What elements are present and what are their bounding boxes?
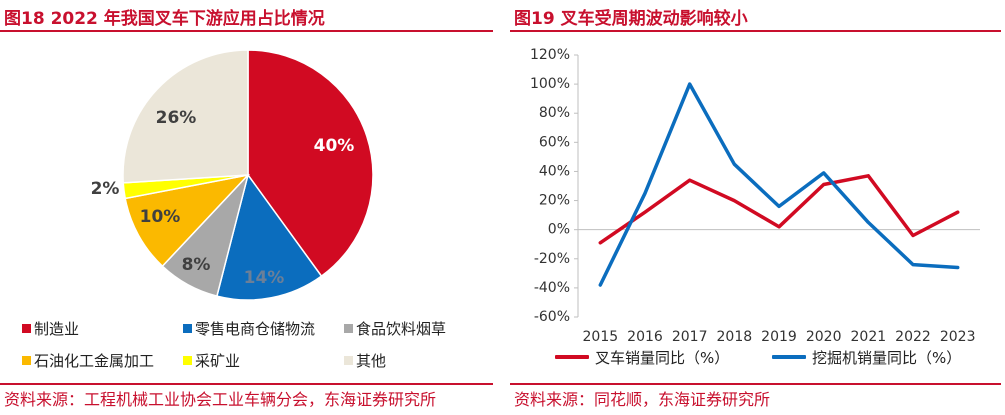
right-source-rule xyxy=(510,383,1001,385)
pie-legend-item-1: 制造业 xyxy=(22,318,79,339)
line-legend-item-1: 叉车销量同比（%） xyxy=(555,347,729,368)
pie-slice-label-4: 10% xyxy=(140,207,181,227)
pie-legend-item-4: 石油化工金属加工 xyxy=(22,350,154,371)
pie-legend-item-2: 零售电商仓储物流 xyxy=(183,318,315,339)
pie-legend-label: 其他 xyxy=(356,352,387,370)
pie-legend-item-3: 食品饮料烟草 xyxy=(344,318,446,339)
x-tick-label: 2015 xyxy=(583,329,619,345)
right-figure-panel: 图19 叉车受周期波动影响较小 -60% -40% -20% 0% 20% 40% 60% 8… xyxy=(510,0,1005,415)
right-figure-title: 图19 叉车受周期波动影响较小 xyxy=(514,9,748,29)
pie-slice-label-5: 2% xyxy=(91,179,120,199)
pie-legend-swatch xyxy=(22,356,31,365)
x-tick-label: 2016 xyxy=(627,329,663,345)
y-tick-label: -20% xyxy=(534,251,570,267)
pie-legend-swatch xyxy=(344,324,353,333)
x-tick-label: 2017 xyxy=(672,329,708,345)
left-figure-panel: 图18 2022 年我国叉车下游应用占比情况 40% 14% 8% 10% 2% 26% … xyxy=(0,0,497,415)
pie-slice-2 xyxy=(215,173,323,301)
pie-legend-swatch xyxy=(183,324,192,333)
line-legend-label: 叉车销量同比（%） xyxy=(595,349,730,367)
pie-legend-item-6: 其他 xyxy=(344,350,386,371)
line-legend-item-2: 挖掘机销量同比（%） xyxy=(772,347,961,368)
y-tick-label: -60% xyxy=(534,309,570,325)
pie-legend-label: 石油化工金属加工 xyxy=(34,352,155,370)
x-tick-label: 2020 xyxy=(806,329,842,345)
x-tick-label: 2018 xyxy=(717,329,753,345)
pie-slice-1 xyxy=(247,49,374,278)
pie-legend-label: 零售电商仓储物流 xyxy=(195,320,316,338)
pie-legend-swatch xyxy=(344,356,353,365)
series-line-2 xyxy=(598,82,960,287)
y-tick-label: 120% xyxy=(530,47,570,63)
pie-legend-swatch xyxy=(183,356,192,365)
left-figure-title: 图18 2022 年我国叉车下游应用占比情况 xyxy=(4,9,325,29)
right-title-rule xyxy=(510,30,1001,32)
pie-legend-label: 采矿业 xyxy=(195,352,241,370)
x-tick-label: 2023 xyxy=(940,329,976,345)
pie-slice-label-1: 40% xyxy=(314,136,355,156)
y-tick-label: 60% xyxy=(539,134,570,150)
right-source-note: 资料来源：同花顺，东海证券研究所 xyxy=(514,390,771,409)
pie-legend-label: 制造业 xyxy=(34,320,80,338)
x-tick-label: 2021 xyxy=(851,329,887,345)
x-tick-label: 2022 xyxy=(895,329,931,345)
left-title-rule xyxy=(0,30,493,32)
series-line-1 xyxy=(598,174,960,245)
left-source-rule xyxy=(0,383,493,385)
y-tick-label: 20% xyxy=(539,193,570,209)
line-legend-label: 挖掘机销量同比（%） xyxy=(812,349,962,367)
y-tick-label: -40% xyxy=(534,280,570,296)
pie-slice-4 xyxy=(124,173,251,268)
y-tick-label: 80% xyxy=(539,105,570,121)
pie-chart: 40% 14% 8% 10% 2% 26% xyxy=(91,49,374,301)
pie-legend-swatch xyxy=(22,324,31,333)
x-tick-label: 2019 xyxy=(761,329,797,345)
line-chart: -60% -40% -20% 0% 20% 40% 60% 80% 100% 120% 2015 20… xyxy=(530,47,980,345)
pie-slice-label-6: 26% xyxy=(156,108,197,128)
pie-slice-label-3: 8% xyxy=(182,255,211,275)
line-legend-swatch xyxy=(555,355,589,359)
y-tick-label: 0% xyxy=(548,222,570,238)
pie-legend-item-5: 采矿业 xyxy=(183,350,240,371)
pie-legend-label: 食品饮料烟草 xyxy=(356,320,447,338)
line-legend-swatch xyxy=(772,355,806,359)
left-source-note: 资料来源：工程机械工业协会工业车辆分会，东海证券研究所 xyxy=(4,390,437,409)
y-tick-label: 40% xyxy=(539,163,570,179)
y-tick-label: 100% xyxy=(530,76,570,92)
pie-slice-label-2: 14% xyxy=(244,268,285,288)
pie-slice-6 xyxy=(122,49,249,184)
